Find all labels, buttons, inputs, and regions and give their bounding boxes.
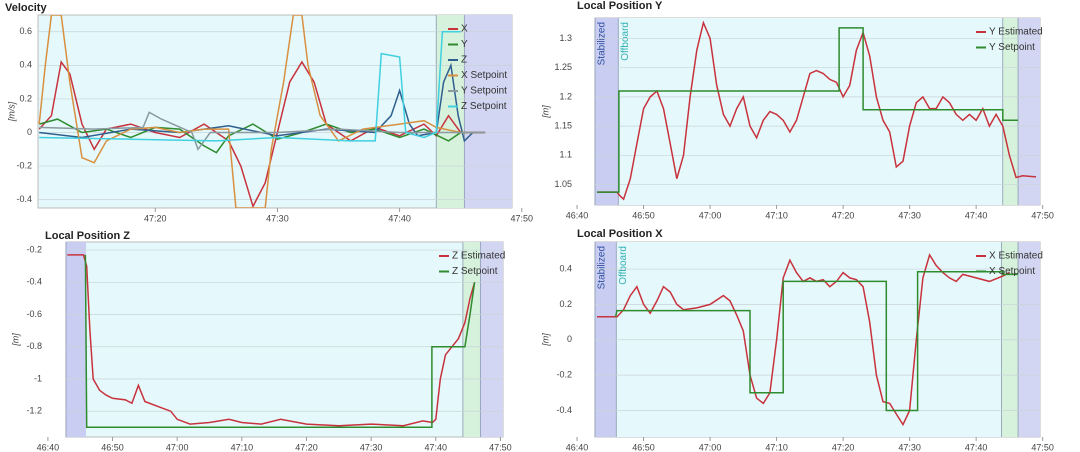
- x-tick-label: 47:50: [1031, 442, 1054, 452]
- legend-label: Y Setpoint: [461, 86, 507, 97]
- y-tick-label: 1.25: [554, 62, 572, 72]
- y-tick-label: -0.2: [556, 369, 572, 379]
- x-tick-label: 47:40: [388, 213, 411, 223]
- series-line: [38, 15, 486, 208]
- y-tick-label: -1: [34, 373, 42, 383]
- plot-area: [65, 241, 504, 438]
- legend-label: Y Setpoint: [989, 42, 1035, 53]
- x-tick-label: 47:10: [765, 442, 788, 452]
- x-tick-label: 47:00: [699, 210, 722, 220]
- series-line: [597, 253, 1010, 427]
- legend-label: Y: [461, 39, 468, 50]
- y-tick-label: 0.2: [19, 93, 32, 103]
- y-axis-label: [m]: [10, 333, 20, 347]
- y-tick-label: 0: [27, 127, 32, 137]
- chart-title: Local Position X: [577, 228, 663, 240]
- legend-label: X: [461, 24, 468, 35]
- x-tick-label: 46:40: [566, 442, 589, 452]
- mode-region: [480, 242, 503, 437]
- y-tick-label: 0.2: [559, 299, 572, 309]
- mode-region: [66, 242, 87, 437]
- chart-title: Velocity: [5, 2, 47, 14]
- y-tick-label: -0.2: [16, 160, 32, 170]
- x-tick-label: 47:30: [898, 210, 921, 220]
- x-tick-label: 47:00: [699, 442, 722, 452]
- x-tick-label: 47:30: [898, 442, 921, 452]
- legend-label: Z: [461, 55, 467, 66]
- mode-region: [462, 242, 481, 437]
- x-tick-label: 46:50: [632, 210, 655, 220]
- series-line: [39, 31, 461, 142]
- x-tick-label: 47:50: [511, 213, 534, 223]
- legend-label: Z Setpoint: [452, 266, 498, 277]
- mode-region: [464, 15, 512, 208]
- x-tick-label: 47:40: [965, 210, 988, 220]
- chart-panel: Stabilized Offboard -0.4 -0.2 0 0.2 0.4 46:40 46…: [540, 228, 1054, 452]
- x-tick-label: 47:10: [765, 210, 788, 220]
- legend-label: X Estimated: [989, 251, 1043, 262]
- series-line: [84, 254, 476, 429]
- x-tick-label: 47:20: [144, 213, 167, 223]
- y-tick-label: -0.4: [26, 277, 42, 287]
- mode-label: Stabilized: [597, 246, 608, 289]
- y-tick-label: 1.05: [554, 179, 572, 189]
- x-tick-label: 46:50: [632, 442, 655, 452]
- series-line: [67, 254, 476, 427]
- x-tick-label: 47:30: [266, 213, 289, 223]
- legend-label: Z Estimated: [452, 251, 505, 262]
- y-tick-label: 1.15: [554, 120, 572, 130]
- y-tick-label: -0.8: [26, 341, 42, 351]
- y-tick-label: 0.4: [559, 263, 572, 273]
- series-line: [597, 20, 1037, 201]
- x-tick-label: 47:30: [360, 442, 383, 452]
- y-tick-label: 0: [567, 334, 572, 344]
- series-line: [597, 27, 1018, 193]
- chart-panel: -1.2 -1 -0.8 -0.6 -0.4 -0.2 46:40 46:50 47:00 47:…: [10, 230, 511, 452]
- y-tick-label: 1.3: [559, 33, 572, 43]
- mode-region: [618, 18, 1003, 205]
- y-tick-label: -0.2: [26, 244, 42, 254]
- series-line: [39, 111, 486, 151]
- x-tick-label: 47:00: [166, 442, 189, 452]
- x-tick-label: 47:50: [489, 442, 512, 452]
- y-tick-label: -0.4: [556, 405, 572, 415]
- x-tick-label: 46:40: [566, 210, 589, 220]
- x-tick-label: 47:40: [965, 442, 988, 452]
- legend-label: X Setpoint: [461, 70, 507, 81]
- y-tick-label: 1.2: [559, 91, 572, 101]
- plot-area: [37, 14, 513, 209]
- y-tick-label: -1.2: [26, 406, 42, 416]
- chart-title: Local Position Z: [45, 230, 130, 242]
- x-tick-label: 46:40: [37, 442, 60, 452]
- chart-title: Local Position Y: [577, 0, 663, 12]
- x-tick-label: 47:40: [425, 442, 448, 452]
- mode-region: [1018, 18, 1040, 205]
- legend-label: Y Estimated: [989, 27, 1043, 38]
- y-axis-label: [m]: [540, 105, 550, 119]
- legend-label: X Setpoint: [989, 266, 1035, 277]
- legend-label: Z Setpoint: [461, 101, 507, 112]
- x-tick-label: 47:20: [295, 442, 318, 452]
- mode-region: [1002, 18, 1019, 205]
- x-tick-label: 47:50: [1031, 210, 1054, 220]
- x-tick-label: 47:10: [231, 442, 254, 452]
- y-tick-label: 0.4: [19, 60, 32, 70]
- chart-panel: -0.4 -0.2 0 0.2 0.4 0.6 47:20 47:30 47:40 47:50 Ve…: [5, 2, 533, 223]
- x-tick-label: 47:20: [832, 442, 855, 452]
- series-line: [614, 270, 1018, 412]
- mode-label: Stabilized: [597, 22, 608, 65]
- y-tick-label: 0.6: [19, 26, 32, 36]
- x-tick-label: 47:20: [832, 210, 855, 220]
- chart-panel: Stabilized Offboard 1.05 1.1 1.15 1.2 1.25 1.3 4…: [540, 0, 1054, 220]
- y-axis-label: [m/s]: [6, 101, 16, 122]
- y-tick-label: -0.4: [16, 194, 32, 204]
- y-tick-label: 1.1: [559, 150, 572, 160]
- y-axis-label: [m]: [540, 333, 550, 347]
- mode-label: Offboard: [620, 22, 631, 61]
- mode-region: [595, 18, 619, 205]
- mode-label: Offboard: [618, 246, 629, 285]
- y-tick-label: -0.6: [26, 309, 42, 319]
- x-tick-label: 46:50: [101, 442, 124, 452]
